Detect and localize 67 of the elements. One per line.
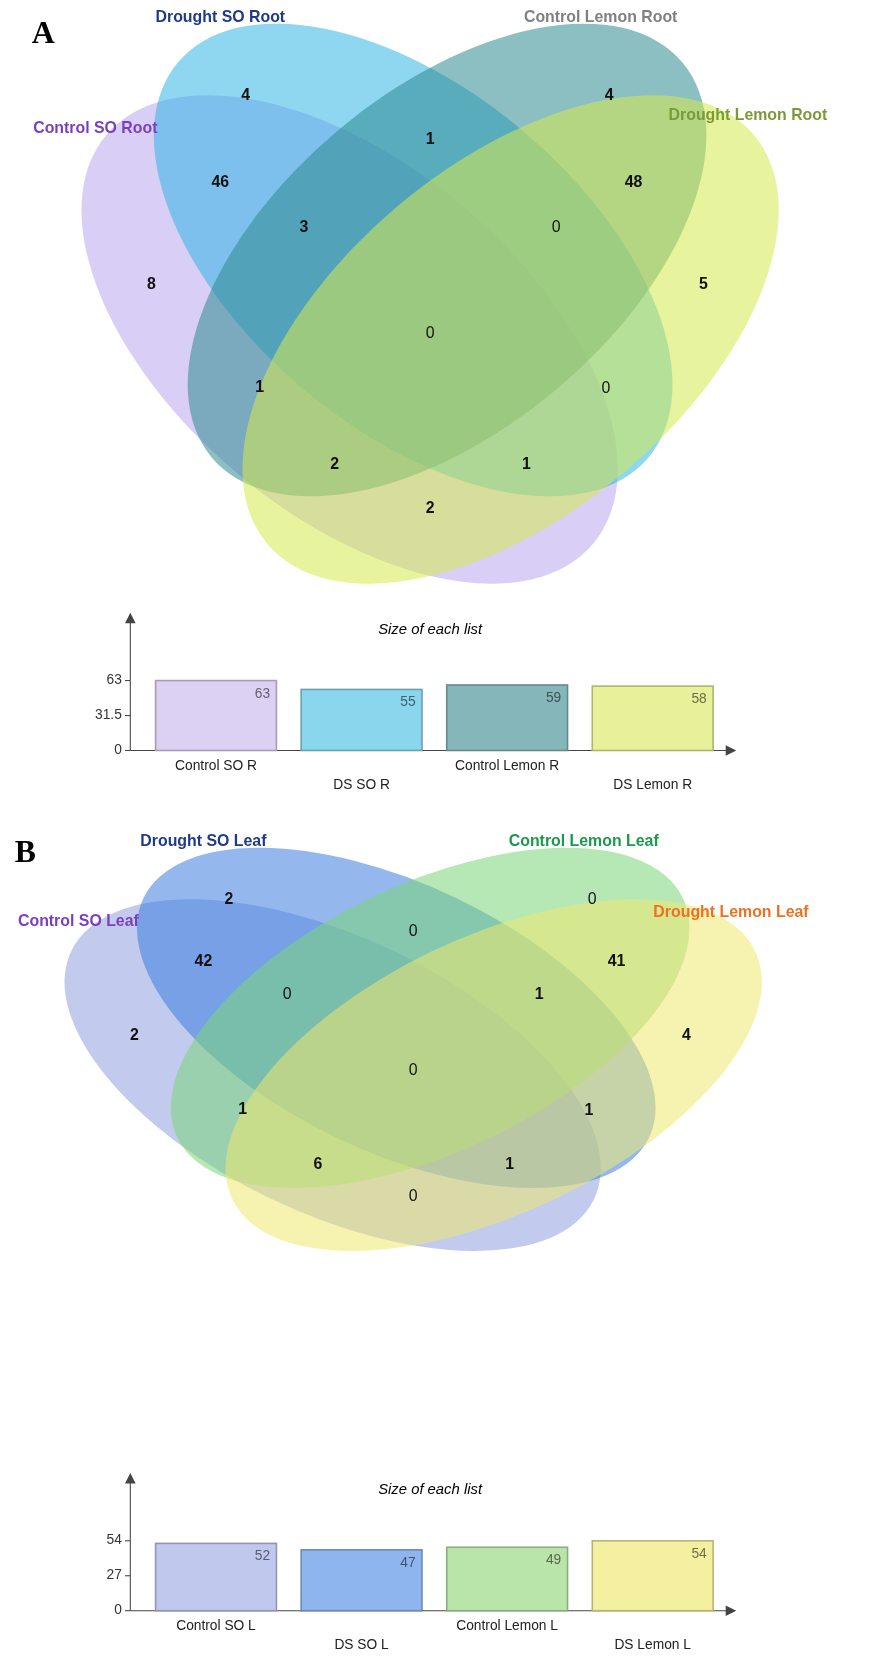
text: Control SO Leaf — [17, 912, 140, 930]
data-label: 49 — [545, 1552, 562, 1568]
text: 41 — [607, 952, 626, 970]
text: 3 — [299, 218, 309, 236]
text: 1 — [505, 1155, 515, 1173]
chart-title: Size of each list — [378, 1481, 483, 1498]
data-label: 59 — [545, 689, 562, 705]
text: 0 — [425, 324, 435, 342]
x-tick-label: DS SO R — [333, 776, 390, 792]
y-tick-label: 54 — [106, 1532, 123, 1548]
text: 46 — [211, 172, 230, 190]
text: 1 — [534, 985, 544, 1003]
text: Control Lemon Leaf — [508, 832, 660, 850]
text: Control Lemon Root — [523, 7, 679, 25]
text: B — [14, 833, 37, 869]
text: 1 — [238, 1100, 248, 1118]
text: 0 — [408, 1061, 418, 1079]
x-tick-label: Control SO R — [175, 757, 257, 773]
text: Drought SO Leaf — [140, 832, 268, 850]
text: 5 — [699, 274, 709, 292]
text: 6 — [313, 1155, 323, 1173]
data-label: 54 — [691, 1545, 708, 1561]
text: 1 — [522, 454, 532, 472]
text: 2 — [224, 889, 234, 907]
text: 4 — [604, 85, 614, 103]
x-tick-label: DS SO L — [334, 1636, 390, 1652]
x-tick-label: DS Lemon L — [614, 1636, 692, 1652]
text: 4 — [241, 85, 251, 103]
text: Drought Lemon Root — [668, 106, 828, 124]
text: 2 — [425, 499, 435, 517]
text: Drought Lemon Leaf — [653, 903, 810, 921]
data-label: 63 — [254, 685, 271, 701]
bar — [300, 688, 423, 752]
y-tick-label: 27 — [106, 1567, 122, 1583]
text: 0 — [408, 921, 418, 939]
text: 1 — [255, 378, 265, 396]
x-tick-label: DS Lemon R — [613, 776, 693, 792]
text: 0 — [408, 1187, 418, 1205]
data-label: 52 — [254, 1548, 271, 1564]
text: 0 — [601, 379, 611, 397]
bar — [591, 685, 714, 752]
text: 0 — [282, 985, 292, 1003]
text: 2 — [130, 1025, 140, 1043]
text: 4 — [682, 1025, 692, 1043]
x-tick-label: Control Lemon R — [455, 757, 560, 773]
x-tick-label: Control Lemon L — [456, 1617, 559, 1633]
x-tick-label: Control SO L — [176, 1617, 257, 1633]
text: 0 — [551, 218, 561, 236]
bar — [445, 684, 569, 752]
bar — [154, 679, 278, 752]
y-tick-label: 31.5 — [95, 707, 123, 723]
y-tick-label: 0 — [114, 742, 123, 758]
text: 8 — [147, 274, 157, 292]
text: 2 — [330, 454, 340, 472]
data-label: 55 — [400, 694, 416, 710]
text: 1 — [425, 130, 435, 148]
text: 42 — [194, 952, 213, 970]
y-tick-label: 63 — [106, 672, 123, 688]
text: 1 — [584, 1101, 594, 1119]
y-tick-label: 0 — [114, 1602, 123, 1618]
text: Drought SO Root — [155, 7, 286, 25]
data-label: 47 — [400, 1554, 416, 1570]
text: A — [31, 14, 55, 50]
data-label: 58 — [691, 691, 708, 707]
text: 0 — [587, 889, 597, 907]
chart-title: Size of each list — [378, 620, 483, 637]
text: 48 — [624, 172, 643, 190]
